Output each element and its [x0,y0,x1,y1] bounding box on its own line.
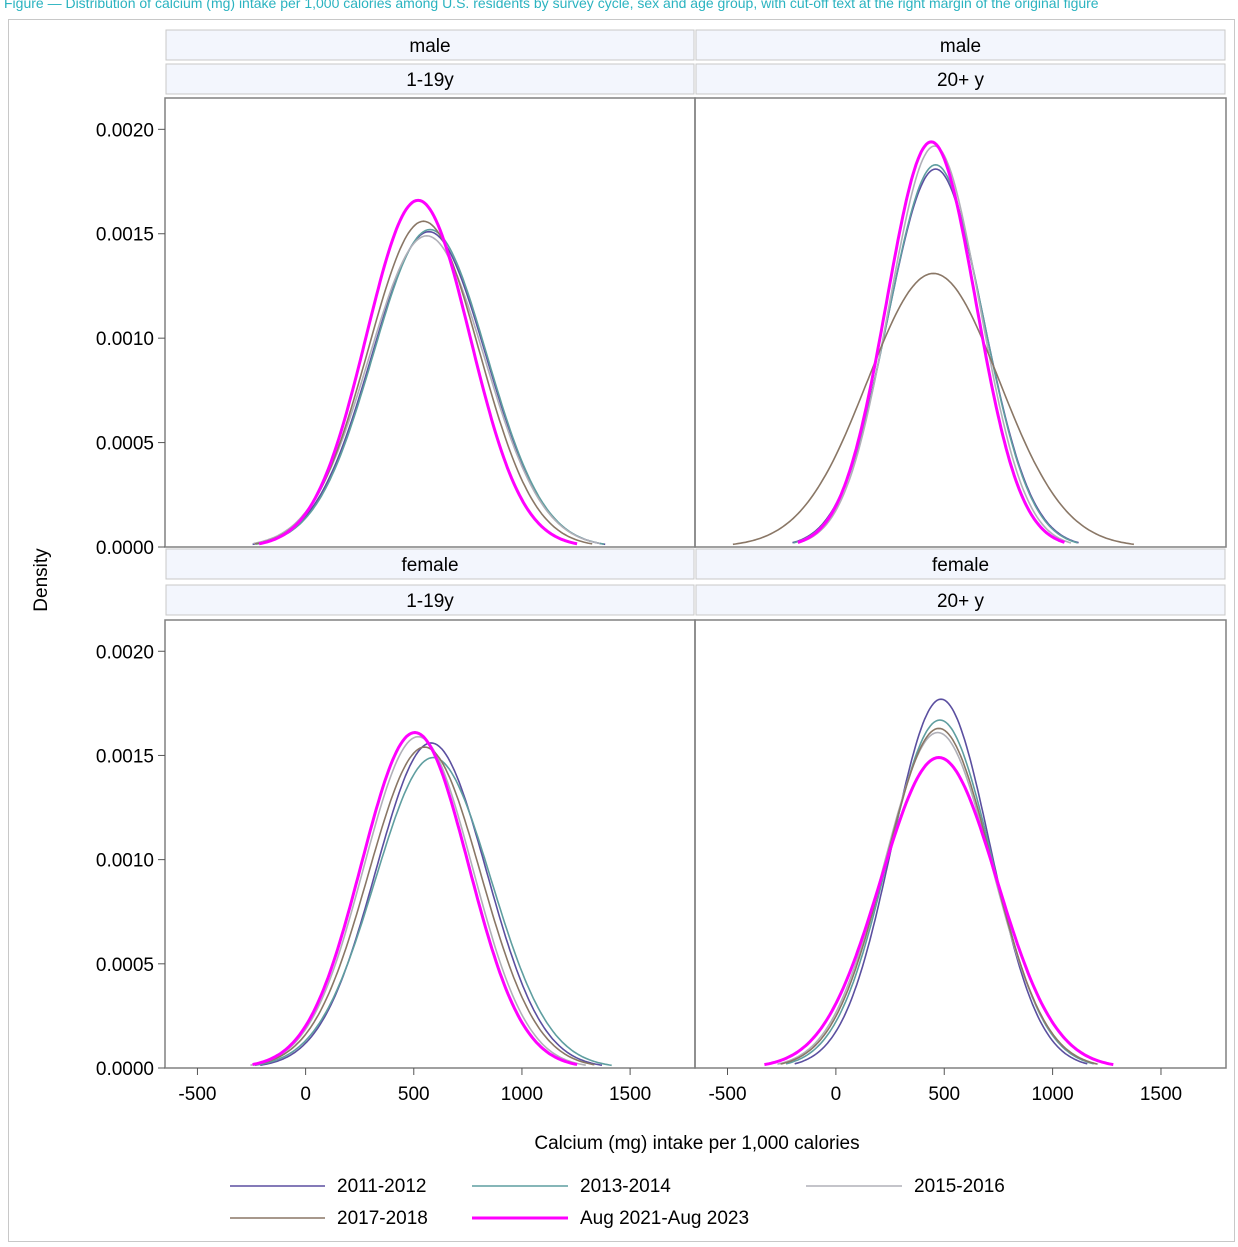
density-curve-2011-2012 [252,230,606,546]
panel-sex-label: male [940,36,981,57]
panel-age-label: 1-19y [406,591,454,612]
panel-sex-label: female [401,555,458,576]
panel-age-label: 20+ y [937,591,985,612]
panel-header-age [695,63,1226,95]
plot-layer: male1-19y0.00000.00050.00100.00150.0020m… [96,29,1227,1105]
panel-age-label: 1-19y [406,70,454,91]
panel-header-age [165,63,695,95]
panel-sex-label: female [932,555,989,576]
panel-header-sex [695,29,1226,61]
density-curve-2011-2012 [794,698,1088,1065]
density-curve-2011-2012 [792,168,1079,544]
panel-female-20y: female 20+ y -500 0 500 1000 1500 [694,548,1227,1105]
density-curve-2013-2014 [254,756,612,1067]
panel-header-age [165,584,695,616]
y-tick-label: 0.0010 [96,329,154,350]
x-tick-label: 0 [831,1084,842,1105]
figure-caption: Figure — Distribution of calcium (mg) in… [4,0,1099,11]
x-tick-label: 500 [928,1084,960,1105]
y-tick-label: 0.0020 [96,120,154,141]
density-curve-2015-2016 [777,731,1099,1065]
x-tick-label: 1500 [609,1084,651,1105]
legend-label: 2013-2014 [580,1176,671,1197]
y-tick-label: 0.0000 [96,538,154,559]
density-curve-2015-2016 [250,735,586,1066]
panel-male-119y: male 1-19y 0.0000 0.0005 0.0010 0.0015 0.0020 [96,29,696,559]
legend-label: 2011-2012 [337,1176,426,1197]
density-curve-aug-2021-aug-2023 [252,731,578,1067]
density-curve-2017-2018 [732,272,1134,546]
density-curve-2015-2016 [253,235,600,545]
density-curve-2011-2012 [260,742,603,1066]
y-tick-label: 0.0005 [96,434,154,455]
density-curve-2017-2018 [780,727,1098,1065]
panel-female-119y: female 1-19y 0.0000 0.0005 0.0010 0.0015 0.002… [96,548,696,1105]
density-curve-2015-2016 [797,145,1072,544]
panel-sex-label: male [409,36,450,57]
panel-male-20y: male 20+ y [694,29,1227,548]
panel-age-label: 20+ y [937,70,985,91]
panel-plot-area [164,97,696,548]
legend-label: 2015-2016 [914,1176,1005,1197]
y-tick-label: 0.0000 [96,1059,154,1080]
y-tick-label: 0.0005 [96,955,154,976]
figure-border [8,19,1235,1242]
x-tick-label: 0 [300,1084,311,1105]
panel-plot-area [164,619,696,1069]
x-tick-label: 1000 [501,1084,543,1105]
x-tick-label: 1000 [1031,1084,1073,1105]
x-tick-label: 500 [398,1084,430,1105]
y-axis-label: Density [31,548,52,612]
panel-header-sex [165,548,695,580]
y-tick-label: 0.0015 [96,225,154,246]
y-tick-label: 0.0010 [96,851,154,872]
x-tick-label: -500 [178,1084,216,1105]
density-curve-aug-2021-aug-2023 [764,756,1114,1067]
panel-header-age [695,584,1226,616]
density-curve-2013-2014 [255,228,605,545]
legend-label: Aug 2021-Aug 2023 [580,1208,749,1229]
density-curve-2013-2014 [793,164,1078,544]
panel-plot-area [694,97,1227,548]
x-axis-label: Calcium (mg) intake per 1,000 calories [534,1133,859,1154]
density-curve-aug-2021-aug-2023 [797,140,1066,544]
density-curve-2017-2018 [254,220,593,545]
legend-label: 2017-2018 [337,1208,428,1229]
panel-plot-area [694,619,1227,1069]
x-tick-label: 1500 [1140,1084,1182,1105]
panel-header-sex [165,29,695,61]
y-tick-label: 0.0015 [96,746,154,767]
y-tick-label: 0.0020 [96,642,154,663]
x-tick-label: -500 [708,1084,746,1105]
legend: 2011-2012 2013-2014 2015-2016 2017-2018 Aug … [230,1176,1005,1229]
density-curve-2017-2018 [254,746,595,1066]
panel-header-sex [695,548,1226,580]
density-curve-aug-2021-aug-2023 [258,198,578,546]
